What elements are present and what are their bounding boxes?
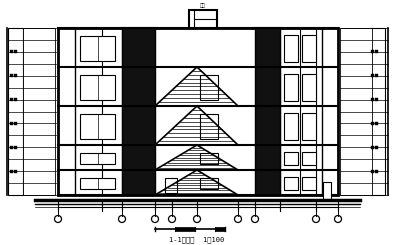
Bar	[14, 98, 17, 101]
Bar	[14, 50, 17, 53]
Bar	[8, 28, 23, 195]
Bar	[371, 74, 374, 77]
Bar	[371, 122, 374, 125]
Bar	[14, 146, 17, 149]
Bar	[10, 98, 13, 101]
Bar	[302, 113, 316, 140]
Bar	[371, 98, 374, 101]
Bar	[284, 113, 298, 140]
Bar	[80, 178, 115, 189]
Bar	[323, 182, 331, 200]
Bar	[302, 177, 316, 190]
Bar	[255, 28, 280, 195]
Bar	[375, 98, 378, 101]
Bar	[284, 74, 298, 101]
Bar	[200, 114, 218, 139]
Bar	[14, 170, 17, 173]
Bar	[80, 36, 115, 61]
Bar	[14, 122, 17, 125]
Bar	[340, 28, 372, 195]
Bar	[302, 74, 316, 101]
Text: 1-1剖面图  1：100: 1-1剖面图 1：100	[169, 236, 225, 243]
Bar	[122, 28, 155, 195]
Text: 机房: 机房	[200, 3, 206, 8]
Bar	[302, 152, 316, 165]
Bar	[375, 74, 378, 77]
Bar	[189, 10, 217, 28]
Bar	[10, 122, 13, 125]
Bar	[14, 74, 17, 77]
Bar	[80, 153, 115, 164]
Bar	[370, 28, 385, 195]
Bar	[284, 35, 298, 62]
Bar	[284, 152, 298, 165]
Bar	[284, 177, 298, 190]
Bar	[165, 178, 177, 193]
Bar	[10, 170, 13, 173]
Bar	[10, 74, 13, 77]
Bar	[10, 50, 13, 53]
Bar	[23, 28, 55, 195]
Bar	[375, 122, 378, 125]
Bar	[215, 227, 225, 231]
Bar	[371, 146, 374, 149]
Bar	[375, 146, 378, 149]
Bar	[302, 35, 316, 62]
Bar	[175, 227, 195, 231]
Bar	[200, 153, 218, 164]
Bar	[10, 146, 13, 149]
Bar	[375, 170, 378, 173]
Bar	[375, 50, 378, 53]
Bar	[200, 75, 218, 100]
Bar	[80, 75, 115, 100]
Bar	[80, 114, 115, 139]
Bar	[58, 28, 338, 195]
Bar	[371, 50, 374, 53]
Bar	[200, 178, 218, 189]
Bar	[371, 170, 374, 173]
